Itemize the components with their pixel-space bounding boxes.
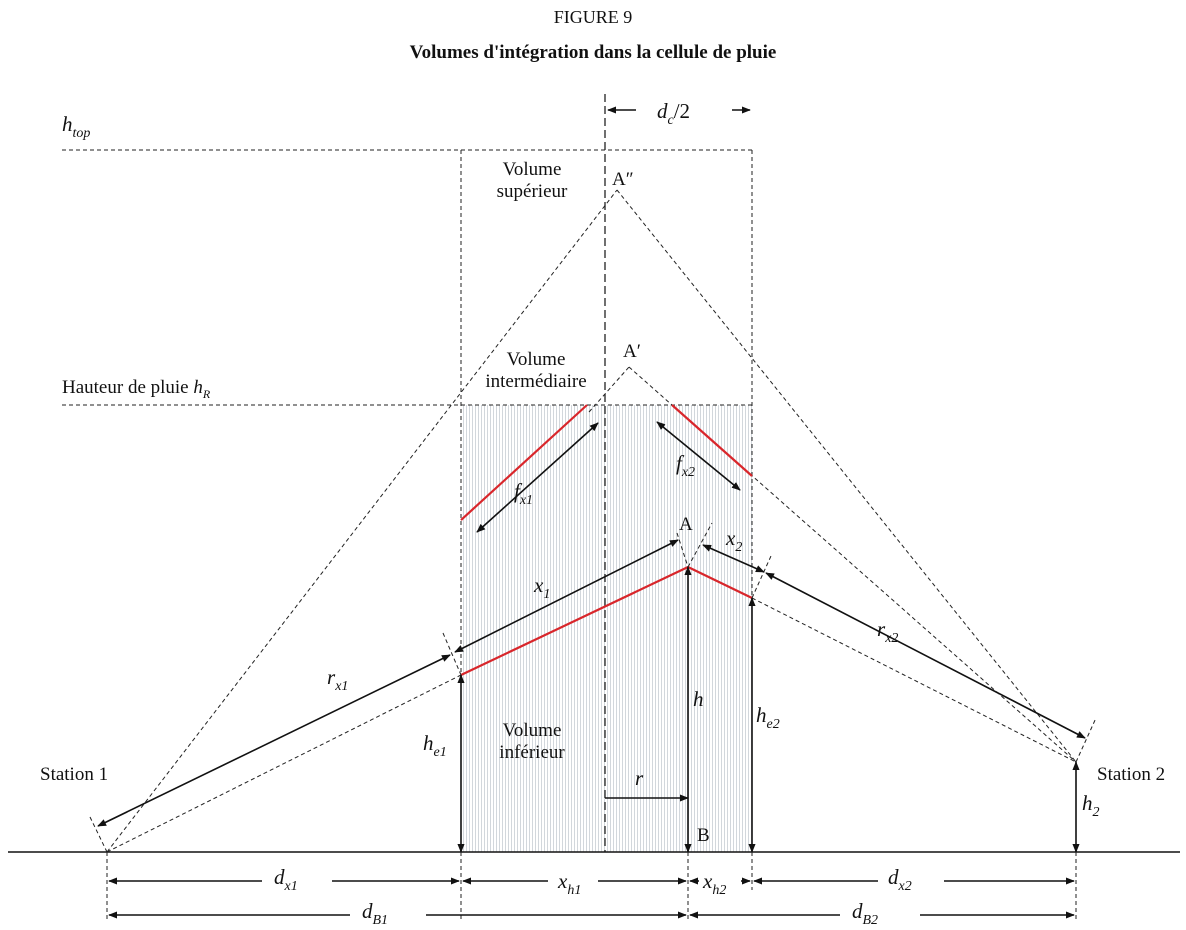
label-bg-xh1 [548, 867, 598, 895]
label-point-B: B [697, 825, 710, 846]
label-h2: h2 [1082, 791, 1100, 820]
figure-title: Volumes d'intégration dans la cellule de… [410, 42, 777, 63]
label-volume-intermediaire-1: Volume [507, 349, 566, 370]
label-bg-dB2 [840, 901, 920, 929]
figure-number: FIGURE 9 [554, 7, 633, 27]
tick-left-cell [442, 632, 462, 676]
label-bg-dB1 [350, 901, 426, 929]
rain-volume-fill [461, 405, 752, 852]
path-to-A1-left [588, 366, 630, 413]
label-volume-inferieur-2: inférieur [499, 742, 565, 763]
label-bg-dx1 [262, 867, 332, 893]
label-rx1: rx1 [327, 665, 348, 694]
label-volume-intermediaire-2: intermédiaire [485, 371, 586, 392]
dim-fx2 [656, 421, 741, 491]
label-bg-dx2 [878, 867, 944, 893]
label-dx1: dx1 [274, 865, 298, 894]
label-fx2: fx2 [676, 451, 695, 480]
label-fx1: fx1 [514, 479, 533, 508]
tick-right-cell [751, 555, 772, 599]
label-point-A2: A″ [612, 169, 634, 190]
label-x1: x1 [533, 573, 550, 602]
label-r: r [635, 766, 644, 790]
label-h-top: htop [62, 112, 90, 141]
label-station-1: Station 1 [40, 764, 108, 785]
label-he1: he1 [423, 731, 447, 760]
label-dc-half: dc/2 [657, 99, 690, 128]
label-volume-superieur-1: Volume [503, 159, 562, 180]
dim-rx1 [97, 654, 451, 827]
label-dx2: dx2 [888, 865, 912, 894]
dim-rx2 [765, 572, 1086, 739]
dim-x2 [702, 544, 765, 573]
label-point-A1: A′ [623, 341, 641, 362]
label-he2: he2 [756, 703, 780, 732]
dim-x1 [454, 539, 679, 653]
label-rx2: rx2 [877, 617, 898, 646]
ray-cell-to-station2 [751, 597, 1077, 763]
label-bg-xh2 [699, 867, 741, 895]
label-volume-inferieur-1: Volume [503, 720, 562, 741]
label-xh2: xh2 [702, 869, 726, 898]
label-point-A: A [679, 514, 693, 535]
label-station-2: Station 2 [1097, 764, 1165, 785]
label-xh1: xh1 [557, 869, 581, 898]
path-to-A2-left [106, 189, 618, 853]
ray-station1-to-cell [106, 674, 462, 853]
label-dB1: dB1 [362, 899, 388, 928]
label-rain-height: Hauteur de pluie hR [62, 377, 211, 401]
label-x2: x2 [725, 526, 742, 555]
label-h: h [693, 687, 704, 711]
label-volume-superieur-2: supérieur [497, 181, 568, 202]
tick-station2 [1075, 717, 1097, 763]
label-dB2: dB2 [852, 899, 878, 928]
dim-fx1 [476, 422, 599, 533]
tick-A-right [687, 522, 713, 568]
effective-segment-lower-right [687, 566, 753, 599]
tick-A-left [676, 532, 689, 568]
